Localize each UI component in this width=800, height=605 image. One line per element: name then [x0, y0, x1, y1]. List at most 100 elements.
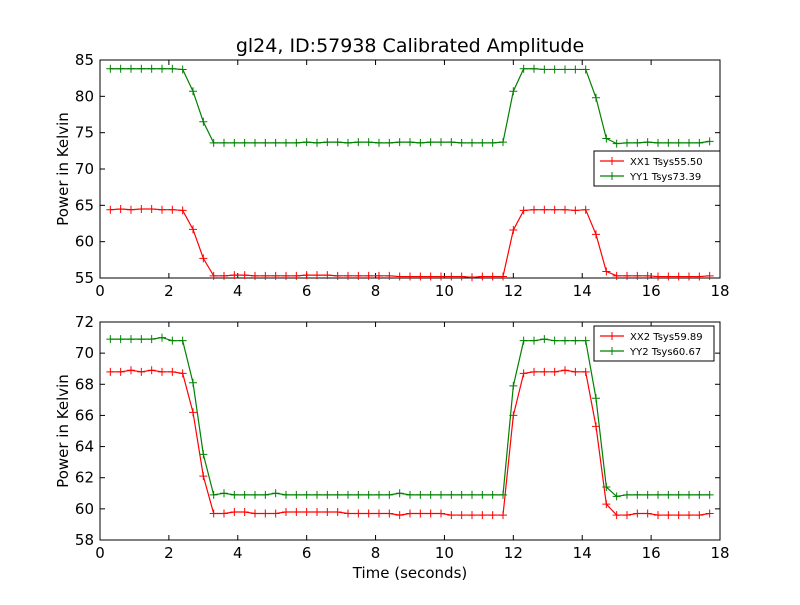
- y-tick-label: 70: [75, 344, 94, 362]
- data-point: [571, 65, 580, 74]
- data-point: [592, 394, 600, 403]
- data-point: [447, 511, 456, 520]
- data-point: [488, 511, 497, 520]
- data-point: [282, 507, 290, 516]
- legend-label: XX2 Tsys59.89: [630, 332, 703, 343]
- data-point: [478, 490, 487, 499]
- data-point: [240, 490, 249, 499]
- legend-marker: [608, 172, 616, 180]
- data-point: [437, 138, 445, 147]
- data-point: [509, 381, 518, 390]
- data-point: [674, 138, 683, 147]
- data-point: [457, 511, 466, 520]
- data-point: [478, 272, 487, 281]
- data-point: [685, 138, 693, 147]
- x-tick-label: 10: [435, 282, 454, 300]
- data-point: [395, 138, 404, 147]
- data-point: [240, 507, 249, 516]
- y-tick-label: 72: [75, 313, 94, 331]
- data-point: [199, 117, 208, 126]
- data-point: [488, 490, 497, 499]
- data-point: [189, 87, 197, 96]
- data-point: [674, 511, 683, 520]
- data-point: [230, 507, 239, 516]
- data-point: [354, 490, 363, 499]
- data-point: [395, 511, 404, 520]
- data-point: [189, 378, 197, 387]
- data-point: [385, 138, 394, 147]
- data-point: [416, 490, 425, 499]
- y-tick-label: 66: [75, 406, 94, 424]
- data-point: [137, 335, 146, 344]
- y-tick-label: 65: [75, 196, 94, 214]
- data-point: [313, 507, 321, 516]
- data-point: [612, 271, 621, 280]
- data-point: [561, 205, 569, 214]
- data-point: [271, 271, 280, 280]
- data-point: [292, 138, 301, 147]
- data-point: [447, 490, 456, 499]
- x-tick-label: 16: [642, 544, 661, 562]
- data-point: [189, 408, 197, 417]
- data-point: [354, 271, 363, 280]
- data-point: [416, 138, 425, 147]
- data-point: [447, 138, 456, 147]
- data-point: [271, 138, 280, 147]
- data-point: [302, 490, 311, 499]
- data-point: [612, 139, 621, 148]
- x-tick-label: 12: [504, 544, 523, 562]
- data-point: [147, 64, 156, 73]
- legend-box: [593, 150, 721, 187]
- y-tick-label: 62: [75, 469, 94, 487]
- data-point: [147, 335, 156, 344]
- data-point: [457, 138, 466, 147]
- data-point: [685, 490, 693, 499]
- data-point: [137, 204, 146, 213]
- data-point: [313, 490, 321, 499]
- legend-marker: [608, 157, 616, 165]
- x-tick-label: 16: [642, 282, 661, 300]
- data-point: [375, 271, 383, 280]
- x-tick-label: 14: [573, 544, 592, 562]
- legend-label: YY1 Tsys73.39: [629, 172, 701, 183]
- data-point: [499, 272, 507, 281]
- data-point: [488, 138, 497, 147]
- data-point: [685, 511, 693, 520]
- data-point: [571, 206, 580, 215]
- x-tick-label: 0: [95, 282, 105, 300]
- data-point: [643, 509, 652, 518]
- data-point: [488, 272, 497, 281]
- x-tick-label: 6: [302, 544, 312, 562]
- data-point: [612, 492, 621, 501]
- data-point: [550, 336, 559, 345]
- legend-label: YY2 Tsys60.67: [629, 347, 701, 358]
- data-point: [519, 64, 528, 73]
- data-point: [137, 64, 146, 73]
- data-point: [323, 507, 332, 516]
- data-point: [375, 490, 383, 499]
- data-point: [220, 509, 228, 518]
- legend: XX2 Tsys59.89 YY2 Tsys60.67: [593, 325, 715, 362]
- data-point: [395, 272, 404, 281]
- data-point: [654, 511, 662, 520]
- data-point: [674, 272, 683, 281]
- data-point: [623, 490, 631, 499]
- data-point: [416, 509, 425, 518]
- data-point: [292, 271, 301, 280]
- data-point: [282, 271, 290, 280]
- data-point: [116, 64, 125, 73]
- data-point: [664, 490, 673, 499]
- data-point: [426, 490, 435, 499]
- data-point: [209, 138, 218, 147]
- data-point: [106, 64, 115, 73]
- data-point: [705, 271, 714, 280]
- data-point: [695, 511, 704, 520]
- data-point: [230, 490, 239, 499]
- data-point: [178, 65, 187, 74]
- x-axis-label: Time (seconds): [352, 564, 468, 582]
- data-point: [478, 511, 487, 520]
- data-point: [406, 138, 414, 147]
